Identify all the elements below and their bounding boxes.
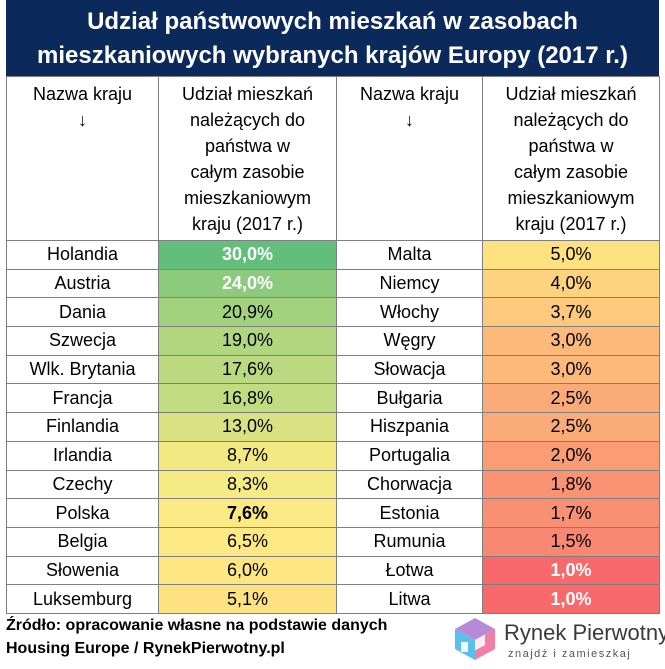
country-cell: Holandia bbox=[6, 240, 159, 270]
share-value-cell: 13,0% bbox=[158, 412, 337, 442]
country-cell: Niemcy bbox=[336, 268, 483, 299]
country-cell: Hiszpania bbox=[336, 412, 483, 442]
table-row: Czechy 8,3% Chorwacja 1,8% bbox=[6, 469, 660, 500]
share-value-cell: 1,8% bbox=[482, 469, 660, 500]
share-value-cell: 20,9% bbox=[158, 297, 337, 328]
share-value-cell: 1,0% bbox=[482, 555, 660, 586]
share-value-cell: 19,0% bbox=[158, 326, 337, 356]
logo-tagline: znajdź i zamieszkaj bbox=[508, 648, 632, 660]
table-row: Holandia 30,0% Malta 5,0% bbox=[6, 240, 660, 270]
country-cell: Francja bbox=[6, 383, 159, 414]
country-cell: Rumunia bbox=[336, 526, 483, 557]
down-arrow-icon: ↓ bbox=[405, 110, 414, 130]
brand-logo[interactable]: Rynek Pierwotny znajdź i zamieszkaj bbox=[452, 616, 665, 664]
table-row: Austria 24,0% Niemcy 4,0% bbox=[6, 268, 660, 299]
share-value-cell: 8,7% bbox=[158, 440, 337, 471]
table-row: Irlandia 8,7% Portugalia 2,0% bbox=[6, 440, 660, 471]
country-cell: Malta bbox=[336, 240, 483, 270]
country-cell: Słowacja bbox=[336, 354, 483, 385]
share-value-cell: 16,8% bbox=[158, 383, 337, 414]
country-cell: Portugalia bbox=[336, 440, 483, 471]
table-row: Słowenia 6,0% Łotwa 1,0% bbox=[6, 555, 660, 586]
table-row: Szwecja 19,0% Węgry 3,0% bbox=[6, 326, 660, 356]
share-value-cell: 5,0% bbox=[482, 240, 660, 270]
country-cell: Finlandia bbox=[6, 412, 159, 442]
table-row: Belgia 6,5% Rumunia 1,5% bbox=[6, 526, 660, 557]
share-value-cell: 1,7% bbox=[482, 498, 660, 528]
table-row: Finlandia 13,0% Hiszpania 2,5% bbox=[6, 412, 660, 442]
table-row: Polska 7,6% Estonia 1,7% bbox=[6, 498, 660, 528]
table-row: Francja 16,8% Bułgaria 2,5% bbox=[6, 383, 660, 414]
country-cell: Belgia bbox=[6, 526, 159, 557]
country-cell: Słowenia bbox=[6, 555, 159, 586]
source-note: Źródło: opracowanie własne na podstawie … bbox=[6, 614, 446, 660]
logo-name: Rynek Pierwotny bbox=[504, 620, 665, 645]
share-value-cell: 4,0% bbox=[482, 268, 660, 299]
country-cell: Luksemburg bbox=[6, 584, 159, 614]
share-value-cell: 24,0% bbox=[158, 268, 337, 299]
table-row: Wlk. Brytania 17,6% Słowacja 3,0% bbox=[6, 354, 660, 385]
country-cell: Łotwa bbox=[336, 555, 483, 586]
country-cell: Czechy bbox=[6, 469, 159, 500]
share-value-cell: 6,0% bbox=[158, 555, 337, 586]
header-country-right: Nazwa kraju ↓ bbox=[336, 76, 483, 241]
share-value-cell: 1,0% bbox=[482, 584, 660, 614]
share-value-cell: 5,1% bbox=[158, 584, 337, 614]
header-share-right: Udział mieszkań należących do państwa w cał… bbox=[482, 76, 660, 241]
country-cell: Chorwacja bbox=[336, 469, 483, 500]
page-title: Udział państwowych mieszkań w zasobach m… bbox=[6, 0, 659, 76]
header-row: Nazwa kraju ↓ Udział mieszkań należących … bbox=[6, 76, 660, 241]
country-cell: Włochy bbox=[336, 297, 483, 328]
share-value-cell: 6,5% bbox=[158, 526, 337, 557]
source-line-1: Źródło: opracowanie własne na podstawie … bbox=[6, 617, 388, 634]
country-cell: Irlandia bbox=[6, 440, 159, 471]
share-value-cell: 8,3% bbox=[158, 469, 337, 500]
share-value-cell: 1,5% bbox=[482, 526, 660, 557]
country-cell: Węgry bbox=[336, 326, 483, 356]
header-share-left: Udział mieszkań należących do państwa w cał… bbox=[158, 76, 337, 241]
table-row: Luksemburg 5,1% Litwa 1,0% bbox=[6, 584, 660, 614]
country-cell: Litwa bbox=[336, 584, 483, 614]
table-row: Dania 20,9% Włochy 3,7% bbox=[6, 297, 660, 328]
share-value-cell: 2,5% bbox=[482, 412, 660, 442]
share-value-cell: 2,5% bbox=[482, 383, 660, 414]
share-value-cell: 3,7% bbox=[482, 297, 660, 328]
share-value-cell: 2,0% bbox=[482, 440, 660, 471]
country-cell: Austria bbox=[6, 268, 159, 299]
country-cell: Wlk. Brytania bbox=[6, 354, 159, 385]
title-line-2: mieszkaniowych wybranych krajów Europy (… bbox=[37, 42, 628, 69]
table-body: Holandia 30,0% Malta 5,0% Austria 24,0% Niemcy… bbox=[6, 240, 660, 614]
house-cube-icon bbox=[455, 618, 495, 660]
share-value-cell: 3,0% bbox=[482, 354, 660, 385]
country-cell: Polska bbox=[6, 498, 159, 528]
source-line-2: Housing Europe / RynekPierwotny.pl bbox=[6, 640, 285, 657]
header-country-left: Nazwa kraju ↓ bbox=[6, 76, 159, 241]
data-table: Nazwa kraju ↓ Udział mieszkań należących … bbox=[6, 76, 660, 614]
share-value-cell: 17,6% bbox=[158, 354, 337, 385]
share-value-cell: 3,0% bbox=[482, 326, 660, 356]
country-cell: Dania bbox=[6, 297, 159, 328]
share-value-cell: 30,0% bbox=[158, 240, 337, 270]
country-cell: Estonia bbox=[336, 498, 483, 528]
down-arrow-icon: ↓ bbox=[78, 110, 87, 130]
country-cell: Bułgaria bbox=[336, 383, 483, 414]
country-cell: Szwecja bbox=[6, 326, 159, 356]
title-line-1: Udział państwowych mieszkań w zasobach bbox=[87, 8, 578, 35]
share-value-cell: 7,6% bbox=[158, 498, 337, 528]
